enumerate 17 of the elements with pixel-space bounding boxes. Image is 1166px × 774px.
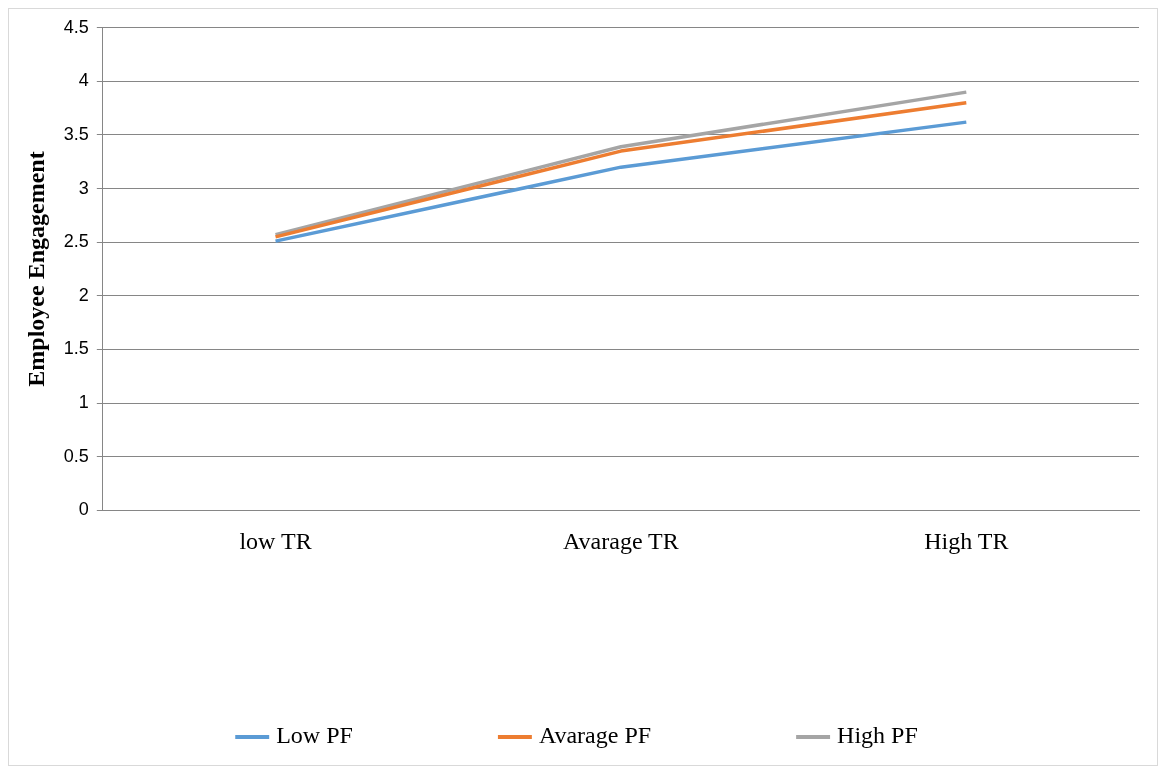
y-tick-label: 1 (78, 391, 89, 412)
x-tick-label: Avarage TR (563, 527, 679, 554)
x-tick-label: High TR (924, 527, 1009, 554)
legend-label: Low PF (276, 722, 353, 749)
legend-label: High PF (837, 722, 918, 749)
y-tick-label: 4.5 (63, 16, 89, 37)
y-tick-label: 0.5 (63, 445, 89, 466)
y-tick-label: 2 (78, 284, 89, 305)
y-tick-label: 0 (78, 499, 89, 520)
y-tick-label: 1.5 (63, 338, 89, 359)
y-axis-title: Employee Engagement (22, 151, 49, 387)
y-tick-label: 3.5 (63, 123, 89, 144)
y-tick-label: 2.5 (63, 231, 89, 252)
legend-label: Avarage PF (538, 722, 652, 749)
y-tick-label: 4 (78, 70, 89, 91)
y-tick-label: 3 (78, 177, 89, 198)
x-tick-label: low TR (239, 527, 312, 554)
